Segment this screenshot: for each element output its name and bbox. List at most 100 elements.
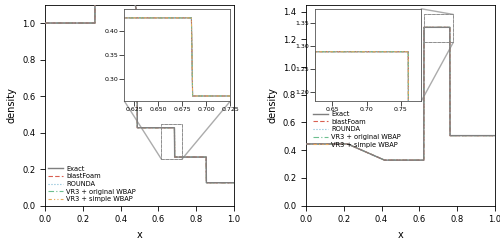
ROUNDA [314,142,320,145]
blastFoam [382,159,388,162]
ROUNDA [54,22,60,24]
VR3 + simple WBAP [303,142,309,145]
Exact [186,156,192,158]
VR3 + simple WBAP [162,126,168,129]
blastFoam [413,159,419,162]
Exact [466,134,472,137]
Exact [418,159,424,162]
Line: Exact: Exact [45,0,234,183]
VR3 + original WBAP [492,134,498,137]
blastFoam [421,26,427,29]
ROUNDA [424,26,430,29]
VR3 + simple WBAP [421,26,427,29]
blastFoam [186,156,192,158]
blastFoam [303,142,309,145]
ROUNDA [418,159,424,162]
VR3 + simple WBAP [382,159,388,162]
blastFoam [231,181,237,184]
Exact [206,181,212,184]
VR3 + original WBAP [466,134,472,137]
VR3 + original WBAP [162,126,168,129]
VR3 + original WBAP [418,159,424,162]
Exact [303,142,309,145]
ROUNDA [492,134,498,137]
VR3 + original WBAP [206,181,212,184]
ROUNDA [157,126,163,129]
Line: ROUNDA: ROUNDA [45,0,234,183]
VR3 + original WBAP [424,26,430,29]
blastFoam [204,181,210,184]
blastFoam [424,26,430,29]
Line: blastFoam: blastFoam [45,0,234,183]
Exact [421,26,427,29]
ROUNDA [413,159,419,162]
VR3 + simple WBAP [204,181,210,184]
Line: Exact: Exact [306,27,495,160]
VR3 + original WBAP [186,156,192,158]
VR3 + original WBAP [157,126,163,129]
ROUNDA [206,181,212,184]
ROUNDA [382,159,388,162]
Legend: Exact, blastFoam, ROUNDA, VR3 + original WBAP, VR3 + simple WBAP: Exact, blastFoam, ROUNDA, VR3 + original… [48,166,136,202]
VR3 + simple WBAP [186,156,192,158]
Bar [162,124,182,159]
VR3 + simple WBAP [447,26,453,29]
Line: VR3 + simple WBAP: VR3 + simple WBAP [45,0,234,183]
ROUNDA [186,156,192,158]
Line: VR3 + simple WBAP: VR3 + simple WBAP [306,27,495,160]
VR3 + simple WBAP [413,159,419,162]
VR3 + simple WBAP [206,181,212,184]
VR3 + original WBAP [152,126,158,129]
blastFoam [466,134,472,137]
blastFoam [54,22,60,24]
VR3 + simple WBAP [466,134,472,137]
Y-axis label: density: density [6,87,16,123]
Line: VR3 + original WBAP: VR3 + original WBAP [45,0,234,183]
VR3 + original WBAP [447,26,453,29]
Exact [314,142,320,145]
VR3 + original WBAP [382,159,388,162]
VR3 + simple WBAP [314,142,320,145]
VR3 + original WBAP [413,159,419,162]
Exact [382,159,388,162]
VR3 + original WBAP [204,181,210,184]
ROUNDA [162,126,168,129]
Line: VR3 + original WBAP: VR3 + original WBAP [306,27,495,160]
blastFoam [206,181,212,184]
Exact [204,181,210,184]
blastFoam [314,142,320,145]
Exact [162,126,168,129]
blastFoam [418,159,424,162]
Exact [413,159,419,162]
blastFoam [157,126,163,129]
Bar [424,15,454,42]
ROUNDA [42,22,48,24]
ROUNDA [231,181,237,184]
ROUNDA [421,26,427,29]
Exact [157,126,163,129]
Exact [152,126,158,129]
Y-axis label: density: density [268,87,278,123]
X-axis label: x: x [398,230,404,239]
blastFoam [42,22,48,24]
ROUNDA [466,134,472,137]
ROUNDA [204,181,210,184]
VR3 + simple WBAP [152,126,158,129]
Bar [162,124,182,159]
ROUNDA [152,126,158,129]
Exact [447,26,453,29]
VR3 + simple WBAP [54,22,60,24]
VR3 + original WBAP [303,142,309,145]
Exact [424,26,430,29]
blastFoam [447,26,453,29]
VR3 + simple WBAP [424,26,430,29]
VR3 + original WBAP [421,26,427,29]
blastFoam [162,126,168,129]
Exact [42,22,48,24]
VR3 + simple WBAP [157,126,163,129]
VR3 + original WBAP [314,142,320,145]
ROUNDA [303,142,309,145]
VR3 + original WBAP [54,22,60,24]
ROUNDA [447,26,453,29]
VR3 + original WBAP [231,181,237,184]
